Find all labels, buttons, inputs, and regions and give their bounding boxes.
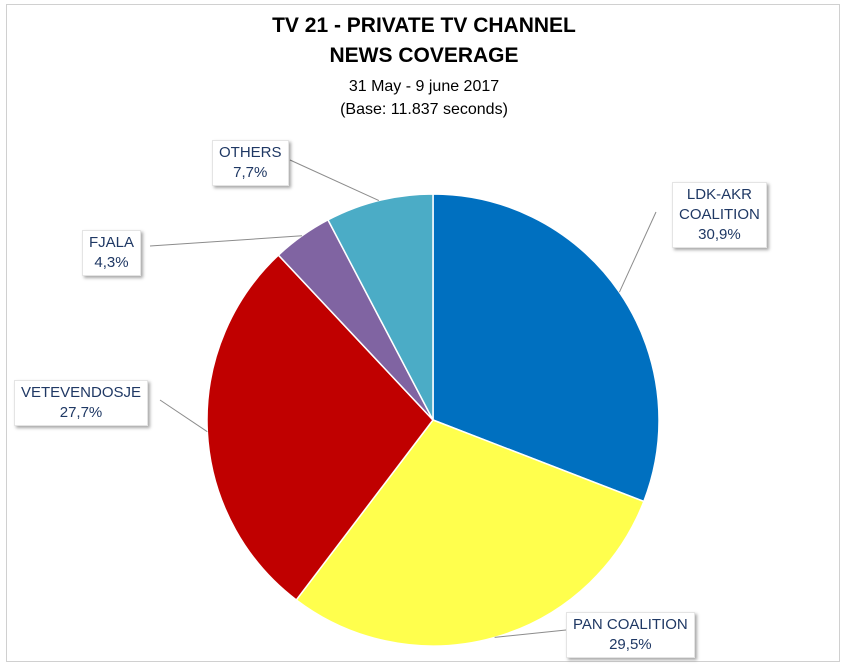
leader-line-vetevendosje — [160, 400, 207, 432]
slice-label-ldk-akr: LDK-AKR COALITION 30,9% — [672, 182, 767, 248]
slice-label-fjala-name: FJALA — [89, 233, 134, 253]
slice-label-fjala-value: 4,3% — [89, 253, 134, 273]
slice-label-ldk-akr-value: 30,9% — [679, 225, 760, 245]
slice-label-fjala: FJALA 4,3% — [82, 230, 141, 276]
slice-label-vetevendosje: VETEVENDOSJE 27,7% — [14, 380, 148, 426]
leader-line-ldk-akr — [619, 212, 656, 292]
slice-label-others-value: 7,7% — [219, 163, 282, 183]
leader-line-fjala — [150, 236, 302, 246]
slice-label-others: OTHERS 7,7% — [212, 140, 289, 186]
slice-label-ldk-akr-name2: COALITION — [679, 205, 760, 225]
slice-label-others-name: OTHERS — [219, 143, 282, 163]
slice-label-pan-coalition-value: 29,5% — [573, 635, 688, 655]
slice-label-pan-coalition: PAN COALITION 29,5% — [566, 612, 695, 658]
slice-label-ldk-akr-name1: LDK-AKR — [679, 185, 760, 205]
slice-label-pan-coalition-name: PAN COALITION — [573, 615, 688, 635]
slice-label-vetevendosje-value: 27,7% — [21, 403, 141, 423]
slice-label-vetevendosje-name: VETEVENDOSJE — [21, 383, 141, 403]
leader-line-others — [290, 160, 379, 201]
